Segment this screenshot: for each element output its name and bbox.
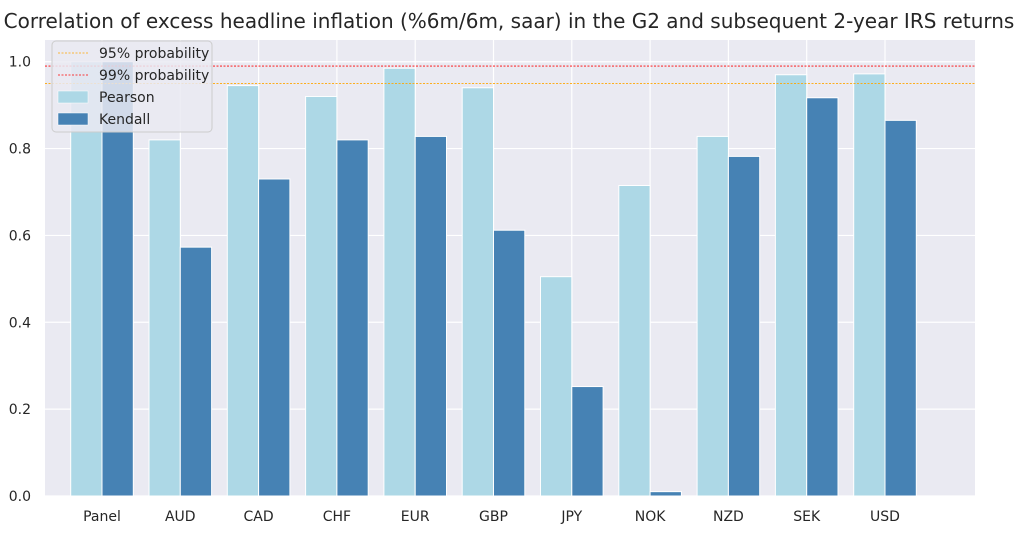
bar-kendall-jpy bbox=[571, 386, 604, 497]
y-tick-label: 0.8 bbox=[9, 142, 31, 158]
y-tick-label: 0.0 bbox=[9, 489, 31, 505]
legend-swatch-bar bbox=[57, 112, 89, 126]
x-tick-label: USD bbox=[870, 509, 900, 525]
bar-kendall-eur bbox=[414, 135, 448, 497]
bar-kendall-nok bbox=[649, 491, 682, 497]
x-tick-label: SEK bbox=[793, 509, 821, 525]
legend-swatch-bar bbox=[57, 90, 89, 104]
y-axis: 0.0 0.2 0.4 0.6 0.8 1.0 bbox=[9, 55, 31, 505]
bar-kendall-cad bbox=[258, 178, 291, 497]
bar-pearson-nzd bbox=[696, 135, 729, 497]
bar-kendall-gbp bbox=[493, 229, 526, 497]
bar-pearson-usd bbox=[853, 73, 886, 497]
bar-kendall-chf bbox=[336, 139, 369, 497]
x-tick-label: GBP bbox=[479, 509, 508, 525]
bars bbox=[70, 61, 917, 497]
y-tick-label: 0.6 bbox=[9, 228, 31, 244]
x-tick-label: AUD bbox=[165, 509, 196, 525]
bar-pearson-panel bbox=[70, 61, 103, 497]
legend-label: Pearson bbox=[99, 90, 155, 106]
bar-pearson-cad bbox=[226, 85, 260, 497]
bar-kendall-aud bbox=[179, 246, 213, 497]
bar-pearson-eur bbox=[383, 67, 416, 497]
chart-title: Correlation of excess headline inflation… bbox=[4, 9, 1015, 33]
y-tick-label: 0.2 bbox=[9, 402, 31, 418]
legend-label: 99% probability bbox=[99, 68, 209, 84]
bar-pearson-sek bbox=[774, 74, 808, 497]
legend-label: 95% probability bbox=[99, 46, 209, 62]
bar-kendall-sek bbox=[806, 97, 839, 497]
x-tick-label: JPY bbox=[560, 509, 582, 525]
x-tick-label: NOK bbox=[635, 509, 666, 525]
bar-kendall-panel bbox=[101, 61, 134, 497]
bar-pearson-aud bbox=[148, 139, 181, 497]
x-tick-label: Panel bbox=[83, 509, 121, 525]
x-axis: Panel AUD CAD CHF EUR GBP JPY NOK NZD SEK USD bbox=[83, 509, 900, 525]
bar-pearson-gbp bbox=[461, 87, 495, 497]
x-tick-label: CAD bbox=[244, 509, 274, 525]
bar-pearson-jpy bbox=[540, 276, 573, 497]
y-tick-label: 0.4 bbox=[9, 315, 31, 331]
x-tick-label: EUR bbox=[401, 509, 430, 525]
legend-box bbox=[51, 40, 213, 133]
x-tick-label: CHF bbox=[323, 509, 351, 525]
legend-label: Kendall bbox=[99, 112, 150, 128]
bar-pearson-nok bbox=[618, 184, 651, 497]
x-tick-label: NZD bbox=[713, 509, 744, 525]
bar-pearson-chf bbox=[305, 95, 338, 497]
legend: 95% probability 99% probability Pearson Ken… bbox=[51, 40, 213, 133]
bar-kendall-nzd bbox=[727, 155, 761, 497]
y-tick-label: 1.0 bbox=[9, 55, 31, 71]
bar-kendall-usd bbox=[884, 119, 917, 497]
